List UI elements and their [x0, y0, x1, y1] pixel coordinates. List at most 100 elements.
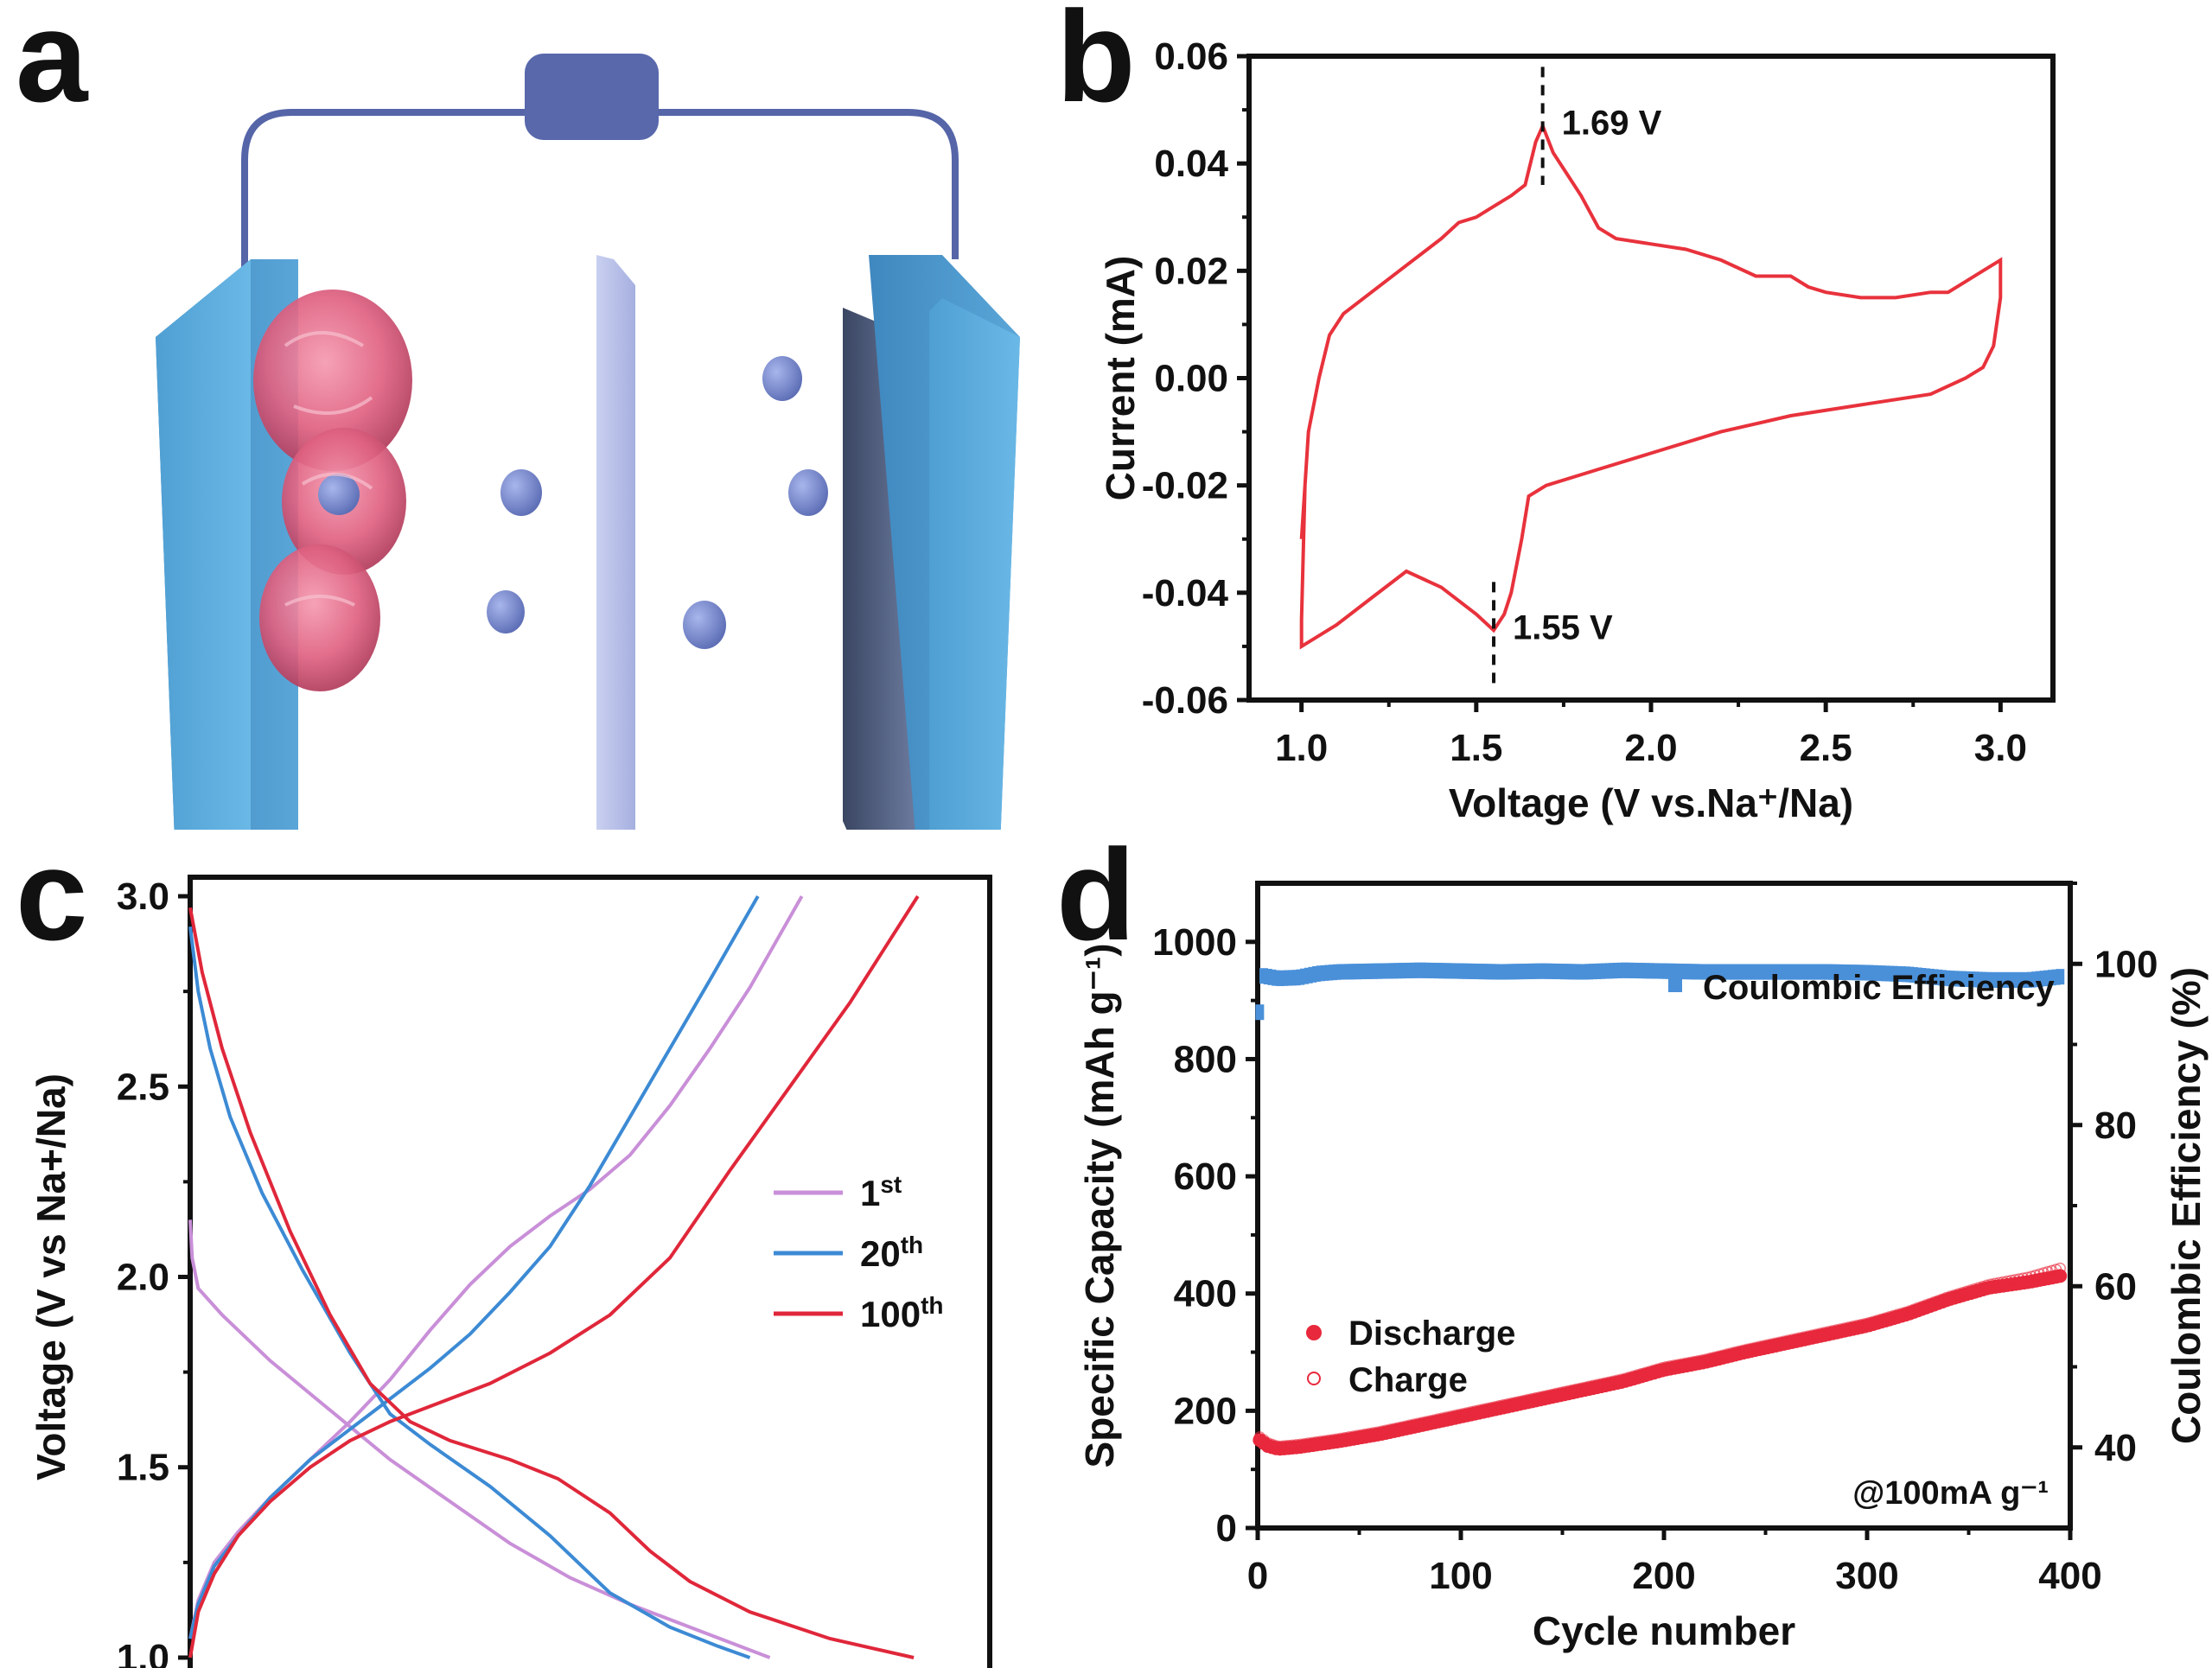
legend-discharge-marker: [1306, 1325, 1322, 1340]
y-tick-label: -0.06: [1142, 679, 1228, 722]
charge-marker: [1501, 1398, 1514, 1410]
charge-marker: [1655, 1362, 1668, 1374]
charge-marker: [1676, 1358, 1688, 1370]
charge-marker: [1469, 1405, 1482, 1417]
charge-marker: [1521, 1393, 1534, 1406]
charge-marker: [1777, 1335, 1790, 1347]
charge-marker: [1533, 1391, 1546, 1404]
y-tick-label: 1000: [1152, 921, 1237, 964]
charge-marker: [1318, 1435, 1331, 1448]
curve-20th-discharge: [188, 926, 751, 1659]
charge-marker: [1786, 1334, 1798, 1346]
charge-marker: [1769, 1337, 1782, 1349]
y-axis-label: Specific Capacity (mAh g⁻¹): [1077, 943, 1122, 1467]
sodium-ions: [487, 356, 828, 649]
y-tick-label: 3.0: [117, 875, 169, 918]
charge-marker: [1737, 1344, 1750, 1357]
charge-discharge-chart: 0501001502001.01.52.02.53.0Specific Capa…: [29, 875, 992, 1668]
charge-marker: [1461, 1407, 1473, 1419]
charge-marker: [1762, 1339, 1774, 1352]
y-right-axis-label: Coulombic Efficiency (%): [2164, 967, 2209, 1444]
charge-marker: [1851, 1320, 1863, 1332]
y-tick-label: 1.5: [117, 1447, 169, 1489]
charge-marker: [1692, 1354, 1705, 1367]
x-tick-label: 1.0: [1275, 727, 1328, 769]
charge-marker: [1367, 1427, 1380, 1439]
charge-marker: [1595, 1378, 1607, 1391]
charge-marker: [1578, 1381, 1591, 1394]
charge-marker: [1387, 1423, 1400, 1436]
charge-marker: [2018, 1272, 2030, 1284]
charge-marker: [1282, 1440, 1294, 1452]
curve-20th-charge: [188, 895, 760, 1639]
charge-marker: [1526, 1392, 1538, 1405]
charge-marker: [2001, 1275, 2013, 1288]
ce-marker: [2056, 969, 2065, 985]
y-tick-label: 0.06: [1154, 35, 1228, 78]
x-tick-label: 1.5: [1450, 727, 1502, 769]
charge-marker: [1339, 1431, 1351, 1444]
charge-marker: [1997, 1276, 2010, 1289]
charge-marker: [1306, 1436, 1319, 1449]
charge-marker: [1550, 1387, 1563, 1400]
legend-charge-marker: [1307, 1372, 1321, 1385]
y-tick-label: 400: [1174, 1273, 1237, 1315]
charge-marker: [1542, 1389, 1554, 1402]
charge-marker: [1327, 1434, 1339, 1446]
charge-marker: [1355, 1429, 1367, 1442]
y-tick-label: 600: [1174, 1156, 1237, 1198]
plot-frame: [1246, 54, 2056, 703]
charge-marker: [1741, 1343, 1754, 1356]
charge-marker: [1855, 1319, 1867, 1331]
y-tick-label: 0.02: [1154, 250, 1228, 292]
charge-marker: [1270, 1440, 1282, 1452]
charge-marker: [1733, 1345, 1745, 1358]
charge-marker: [1985, 1278, 1998, 1290]
charge-marker: [1587, 1379, 1599, 1392]
charge-marker: [1278, 1440, 1291, 1452]
legend-discharge-label: Discharge: [1348, 1315, 1515, 1353]
charge-marker: [1359, 1428, 1372, 1441]
charge-marker: [1562, 1385, 1575, 1397]
charge-marker: [1298, 1437, 1310, 1450]
charge-marker: [2013, 1273, 2025, 1285]
charge-marker: [1416, 1417, 1429, 1429]
charge-marker: [1481, 1403, 1494, 1415]
peak-annotation: 1.55 V: [1513, 608, 1613, 646]
charge-marker: [1705, 1352, 1717, 1365]
y-axis-label: Voltage (V vs Na+/Na): [29, 1073, 73, 1480]
charge-marker: [2005, 1274, 2018, 1287]
charge-marker: [1818, 1327, 1831, 1339]
panel-label-c: c: [16, 822, 88, 967]
charge-marker: [1834, 1323, 1847, 1335]
charge-marker: [1843, 1321, 1855, 1334]
charge-marker: [1428, 1414, 1441, 1426]
charge-marker: [1826, 1325, 1839, 1337]
charge-marker: [1444, 1410, 1457, 1423]
y-right-tick-label: 60: [2094, 1265, 2137, 1308]
charge-marker: [1846, 1321, 1859, 1333]
charge-marker: [1375, 1425, 1388, 1438]
charge-marker: [1729, 1346, 1741, 1359]
charge-marker: [1290, 1439, 1303, 1451]
charge-marker: [1559, 1385, 1571, 1398]
curve-1st-charge: [188, 895, 804, 1639]
charge-marker: [1717, 1349, 1729, 1361]
legend-label: 100th: [860, 1292, 944, 1335]
charge-marker: [1831, 1324, 1843, 1336]
charge-marker: [1489, 1401, 1501, 1413]
x-tick-label: 0: [1247, 1555, 1268, 1597]
charge-marker: [1802, 1330, 1814, 1342]
x-axis-label: Cycle number: [1533, 1608, 1795, 1653]
charge-marker: [1590, 1378, 1603, 1391]
x-tick-label: 300: [1835, 1555, 1898, 1597]
charge-marker: [1457, 1408, 1469, 1420]
charge-marker: [1724, 1347, 1737, 1359]
charge-marker: [1790, 1333, 1802, 1345]
series-Coulombic-Efficiency: [1255, 962, 2065, 1021]
x-tick-label: 200: [1632, 1555, 1695, 1597]
charge-marker: [1380, 1424, 1392, 1437]
charge-marker: [1696, 1354, 1709, 1366]
rate-annotation: @100mA g⁻¹: [1852, 1475, 2049, 1512]
charge-marker: [1420, 1416, 1432, 1428]
